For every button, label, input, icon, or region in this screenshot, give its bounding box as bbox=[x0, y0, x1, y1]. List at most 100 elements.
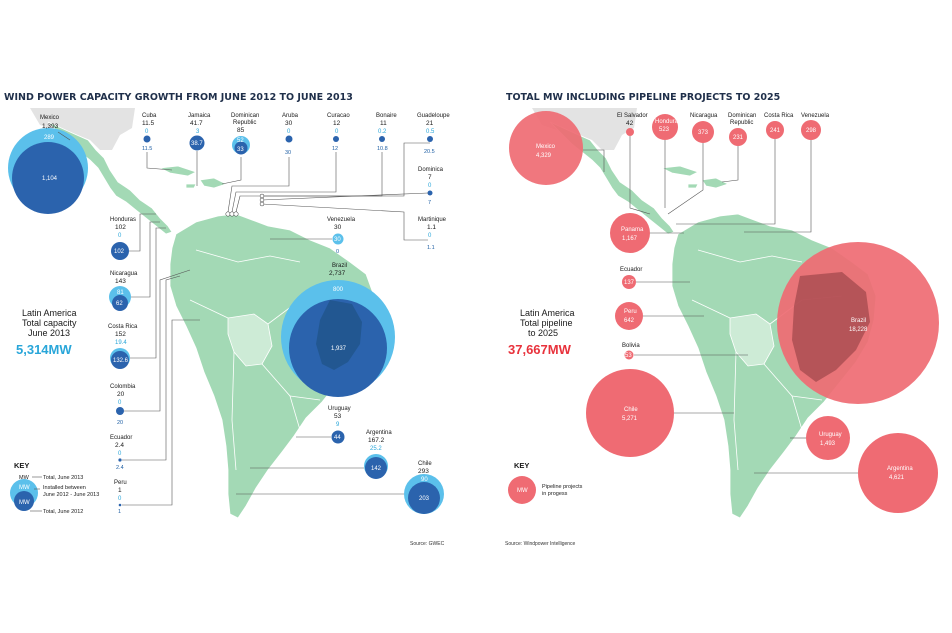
country-installed: 52 bbox=[237, 138, 244, 144]
country-installed: 289 bbox=[44, 135, 55, 141]
country-value: 5,271 bbox=[622, 416, 638, 422]
country-value: 231 bbox=[733, 135, 744, 141]
right-key: KEY MW Pipeline projects in progess bbox=[508, 461, 583, 504]
left-country-brazil: Brazil 2,737 800 1,937 bbox=[281, 263, 395, 397]
country-total: 1 bbox=[118, 487, 122, 494]
country-installed: 30 bbox=[334, 237, 341, 243]
right-country-argentina: Argentina 4,621 bbox=[754, 433, 938, 513]
country-value: 42 bbox=[626, 120, 634, 127]
country-name: Uruguay bbox=[328, 406, 351, 412]
country-installed: 3 bbox=[196, 129, 200, 135]
country-name: Bonaire bbox=[376, 113, 397, 119]
country-name: Argentina bbox=[366, 430, 392, 436]
country-prev: 33 bbox=[237, 147, 244, 153]
dominica-marker bbox=[259, 197, 265, 203]
country-name: Uruguay bbox=[819, 432, 842, 438]
country-prev: 44 bbox=[334, 435, 341, 441]
left-key: KEY MW MW MW Total, June 2013 Installed … bbox=[10, 461, 99, 515]
country-name: Brazil bbox=[332, 263, 347, 269]
left-country-aruba: Aruba 30 0 30 bbox=[227, 113, 299, 213]
country-installed: 0 bbox=[428, 233, 432, 239]
circle-total-2012 bbox=[427, 190, 433, 196]
left-country-dominica: Dominica 7 0 7 bbox=[261, 167, 444, 206]
country-installed: 81 bbox=[117, 290, 124, 296]
left-country-ecuador: Ecuador 2.4 0 2.4 bbox=[110, 275, 181, 471]
aruba-marker bbox=[225, 211, 231, 217]
country-total: 293 bbox=[418, 468, 429, 475]
country-name: Brazil bbox=[851, 318, 866, 324]
country-installed: 25.2 bbox=[370, 446, 382, 452]
country-prev: 11.5 bbox=[142, 146, 152, 152]
country-value: 18,228 bbox=[849, 327, 868, 333]
country-total: 41.7 bbox=[190, 120, 203, 127]
circle-total-2012 bbox=[331, 430, 345, 444]
key-mw: MW bbox=[517, 488, 528, 494]
pipeline-circle bbox=[858, 433, 938, 513]
right-country-elsalvador: El Salvador 42 bbox=[617, 113, 651, 215]
country-installed: 0 bbox=[145, 129, 149, 135]
country-prev: 30 bbox=[285, 150, 291, 156]
country-total: 2,737 bbox=[329, 270, 346, 277]
country-value: 373 bbox=[698, 130, 709, 136]
country-name: Costa Rica bbox=[108, 324, 138, 330]
circle-total-2012 bbox=[285, 135, 293, 143]
circle-total-2012 bbox=[427, 136, 433, 142]
right-country-honduras: Honduras 523 bbox=[652, 114, 681, 208]
country-installed: 0 bbox=[118, 233, 122, 239]
country-installed: 0 bbox=[118, 451, 122, 457]
country-value: 241 bbox=[770, 128, 781, 134]
country-total: 7 bbox=[428, 174, 432, 181]
country-name: Honduras bbox=[655, 119, 681, 125]
guadeloupe-marker bbox=[259, 193, 265, 199]
country-name: Mexico bbox=[40, 115, 60, 121]
right-summary-value: 37,667MW bbox=[508, 342, 572, 357]
pipeline-circle bbox=[586, 369, 674, 457]
country-total: 1.1 bbox=[427, 224, 436, 231]
circle-total-2012 bbox=[234, 141, 248, 155]
country-value: 642 bbox=[624, 318, 635, 324]
country-name: Curacao bbox=[327, 113, 350, 119]
pipeline-circle bbox=[692, 121, 714, 143]
pipeline-circle bbox=[615, 302, 643, 330]
circle-total-2012 bbox=[189, 135, 205, 151]
key-row1: Total, June 2013 bbox=[43, 475, 83, 481]
key-mw-mid: MW bbox=[19, 485, 30, 491]
country-total: 21 bbox=[426, 120, 434, 127]
country-name: Guadeloupe bbox=[417, 113, 450, 119]
key-row1b: in progess bbox=[542, 491, 568, 497]
left-country-uruguay: Uruguay 53 9 44 bbox=[296, 406, 351, 444]
country-installed: 9 bbox=[336, 422, 340, 428]
country-installed: 0 bbox=[118, 496, 122, 502]
left-country-colombia: Colombia 20 0 20 bbox=[110, 269, 191, 426]
right-country-peru: Peru 642 bbox=[615, 302, 704, 330]
country-value: 1,493 bbox=[820, 441, 836, 447]
country-name: Honduras bbox=[110, 217, 136, 223]
country-value: 4,329 bbox=[536, 153, 552, 159]
circle-total-2012 bbox=[12, 142, 84, 214]
country-value: 523 bbox=[659, 127, 670, 133]
country-installed: 19.4 bbox=[115, 340, 127, 346]
key-heading: KEY bbox=[514, 461, 529, 470]
pipeline-circle bbox=[509, 111, 583, 185]
right-title: TOTAL MW INCLUDING PIPELINE PROJECTS TO … bbox=[506, 92, 780, 103]
left-panel: WIND POWER CAPACITY GROWTH FROM JUNE 201… bbox=[4, 92, 450, 547]
key-row1a: Pipeline projects bbox=[542, 484, 583, 490]
country-value: 53 bbox=[625, 353, 632, 359]
country-installed: 90 bbox=[421, 477, 428, 483]
country-prev: 12 bbox=[332, 146, 338, 152]
country-name: Chile bbox=[624, 407, 638, 413]
country-prev: 7 bbox=[428, 200, 431, 206]
right-country-venezuela: Venezuela 298 bbox=[744, 113, 830, 233]
country-name: Ecuador bbox=[110, 435, 132, 441]
circle-total-2012 bbox=[333, 136, 339, 142]
left-country-martinique: Martinique 1.1 0 1.1 bbox=[261, 203, 447, 251]
right-country-ecuador: Ecuador 137 bbox=[620, 267, 690, 289]
pipeline-circle bbox=[624, 350, 634, 360]
bonaire-marker bbox=[233, 211, 239, 217]
key-circle-2012 bbox=[14, 491, 34, 511]
left-summary-line2: Total capacity bbox=[22, 318, 77, 328]
pipeline-circle bbox=[806, 416, 850, 460]
right-country-brazil: Brazil 18,228 bbox=[777, 242, 939, 404]
key-pipeline-circle bbox=[508, 476, 536, 504]
